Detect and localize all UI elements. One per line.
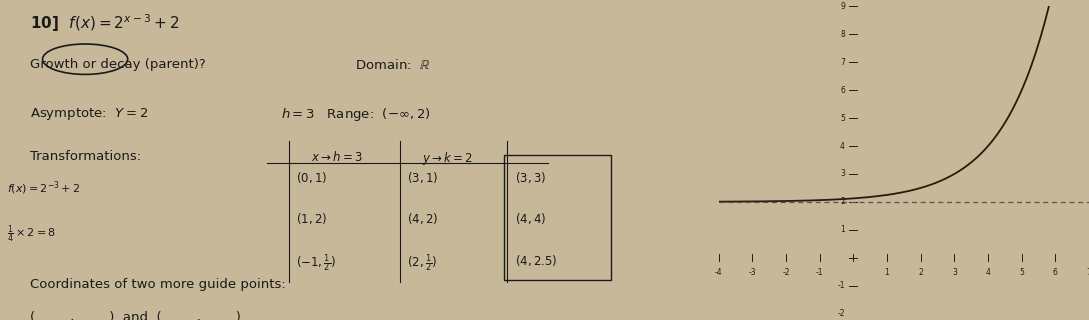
Text: $f(x) = 2^{-3} + 2$: $f(x) = 2^{-3} + 2$ [8, 179, 81, 197]
Text: 3: 3 [840, 170, 845, 179]
Text: 6: 6 [840, 86, 845, 95]
Text: 1: 1 [884, 268, 890, 276]
Text: $(4, 2.5)$: $(4, 2.5)$ [515, 253, 558, 268]
Text: $(2, \frac{1}{2})$: $(2, \frac{1}{2})$ [407, 253, 438, 275]
Text: 10]  $f(x) = 2^{x-3} + 2$: 10] $f(x) = 2^{x-3} + 2$ [29, 13, 179, 35]
Text: -2: -2 [782, 268, 790, 276]
Text: 4: 4 [840, 141, 845, 150]
Text: $(4, 2)$: $(4, 2)$ [407, 211, 439, 226]
Text: Domain:  $\mathbb{R}$: Domain: $\mathbb{R}$ [355, 58, 431, 72]
Text: Growth or decay (parent)?: Growth or decay (parent)? [29, 58, 206, 71]
Text: $h = 3$   Range:  $(-\infty, 2)$: $h = 3$ Range: $(-\infty, 2)$ [281, 106, 431, 123]
Text: -4: -4 [714, 268, 723, 276]
Text: 4: 4 [986, 268, 991, 276]
Text: 7: 7 [840, 58, 845, 67]
Text: 8: 8 [841, 30, 845, 39]
Text: Coordinates of two more guide points:: Coordinates of two more guide points: [29, 278, 285, 292]
Text: $(3, 3)$: $(3, 3)$ [515, 170, 546, 185]
Text: 2: 2 [841, 197, 845, 206]
Text: 1: 1 [841, 225, 845, 234]
Text: 5: 5 [1019, 268, 1024, 276]
Text: Transformations:: Transformations: [29, 150, 140, 164]
Text: -2: -2 [837, 309, 845, 318]
Text: $(0, 1)$: $(0, 1)$ [296, 170, 328, 185]
Text: $(1, 2)$: $(1, 2)$ [296, 211, 328, 226]
Text: 6: 6 [1053, 268, 1057, 276]
Text: $y \rightarrow k=2$: $y \rightarrow k=2$ [423, 150, 474, 167]
Text: $x \rightarrow h=3$: $x \rightarrow h=3$ [311, 150, 363, 164]
Text: $\frac{1}{4} \times 2 = 8$: $\frac{1}{4} \times 2 = 8$ [8, 224, 57, 245]
Text: 5: 5 [840, 114, 845, 123]
Text: ( ____ , ____ )  and  ( ____ , ____ ): ( ____ , ____ ) and ( ____ , ____ ) [29, 310, 241, 320]
Text: Asymptote:  $Y = 2$: Asymptote: $Y = 2$ [29, 106, 148, 122]
Text: 9: 9 [840, 2, 845, 11]
Text: -3: -3 [748, 268, 756, 276]
Text: 2: 2 [918, 268, 923, 276]
Text: $(3, 1)$: $(3, 1)$ [407, 170, 439, 185]
Text: 7: 7 [1087, 268, 1089, 276]
Text: $(-1, \frac{1}{2})$: $(-1, \frac{1}{2})$ [296, 253, 337, 275]
Text: -1: -1 [816, 268, 823, 276]
Text: 3: 3 [952, 268, 957, 276]
Text: $(4, 4)$: $(4, 4)$ [515, 211, 546, 226]
Text: -1: -1 [837, 281, 845, 290]
